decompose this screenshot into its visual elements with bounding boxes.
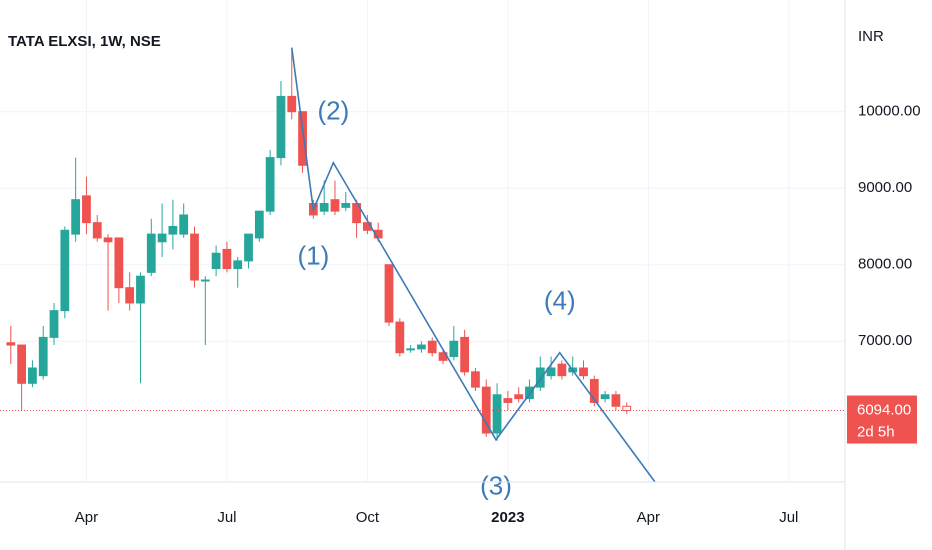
candle-body [449, 340, 459, 358]
candle-body [200, 279, 210, 282]
candle-body [265, 157, 275, 212]
chart-title: TATA ELXSI, 1W, NSE [8, 33, 161, 50]
candle-body [6, 342, 16, 346]
wave-label: (1) [297, 241, 329, 271]
last-price-label: 6094.00 [857, 402, 911, 419]
candle-body [611, 394, 621, 407]
candle-body [244, 233, 253, 262]
candle-body [60, 229, 70, 312]
candle-body [395, 321, 405, 354]
x-tick-label: Apr [637, 509, 660, 526]
x-tick-label: Jul [217, 509, 236, 526]
y-tick-label: 9000.00 [858, 179, 912, 196]
wave-line [290, 47, 656, 483]
candle-body [82, 195, 91, 224]
y-tick-label: 10000.00 [858, 103, 921, 120]
candle-body [330, 199, 340, 212]
candle-body [319, 203, 329, 212]
candle-body [579, 367, 588, 377]
candle-body [276, 95, 286, 159]
candle-body [136, 275, 145, 304]
x-tick-label: Oct [356, 509, 380, 526]
x-tick-label: Jul [779, 509, 798, 526]
candle-body [557, 363, 567, 377]
candle-body [471, 371, 480, 388]
candle-body [417, 344, 426, 350]
candle-body [460, 336, 470, 373]
wave-label: (3) [480, 471, 512, 501]
candle-body [49, 310, 59, 338]
candle-body [92, 222, 102, 239]
y-axis-label: INR [858, 28, 884, 45]
candle-body [125, 287, 135, 304]
candle-body [514, 394, 524, 400]
candle-body [157, 233, 167, 243]
countdown-label: 2d 5h [857, 424, 895, 441]
candle-body [622, 405, 632, 412]
plot: (1) (2) (3) (4) [0, 47, 845, 501]
candle-body [233, 260, 243, 270]
y-tick-label: 8000.00 [858, 256, 912, 273]
candle-body [38, 336, 48, 377]
last-price-box [847, 395, 917, 444]
wave-label: (4) [544, 286, 576, 316]
x-tick-label: 2023 [491, 509, 524, 526]
candle-body [179, 214, 189, 235]
candle-body [406, 348, 416, 351]
candle-body [17, 344, 27, 384]
candle-body [114, 237, 124, 289]
candle-body [535, 367, 545, 388]
grid [0, 0, 845, 482]
candle-body [190, 233, 199, 281]
wave-label: (2) [317, 96, 349, 126]
candle-body [71, 199, 81, 235]
candle-body [384, 264, 394, 323]
candle-body [254, 210, 264, 239]
candle-body [427, 340, 437, 354]
candle-body [211, 252, 221, 270]
candle-body [287, 95, 297, 113]
candle-body [28, 367, 37, 384]
candle-body [503, 398, 513, 403]
candle-body [546, 367, 556, 377]
candle-body [103, 237, 113, 243]
candle-body [492, 394, 502, 434]
y-tick-label: 7000.00 [858, 332, 912, 349]
candle-body [222, 248, 232, 270]
candle-body [589, 378, 599, 403]
x-tick-label: Apr [75, 509, 98, 526]
candle-body [146, 233, 156, 273]
candle-body [168, 225, 178, 235]
candle-body [341, 203, 351, 208]
candle-body [298, 111, 307, 166]
candle-body [600, 394, 610, 400]
